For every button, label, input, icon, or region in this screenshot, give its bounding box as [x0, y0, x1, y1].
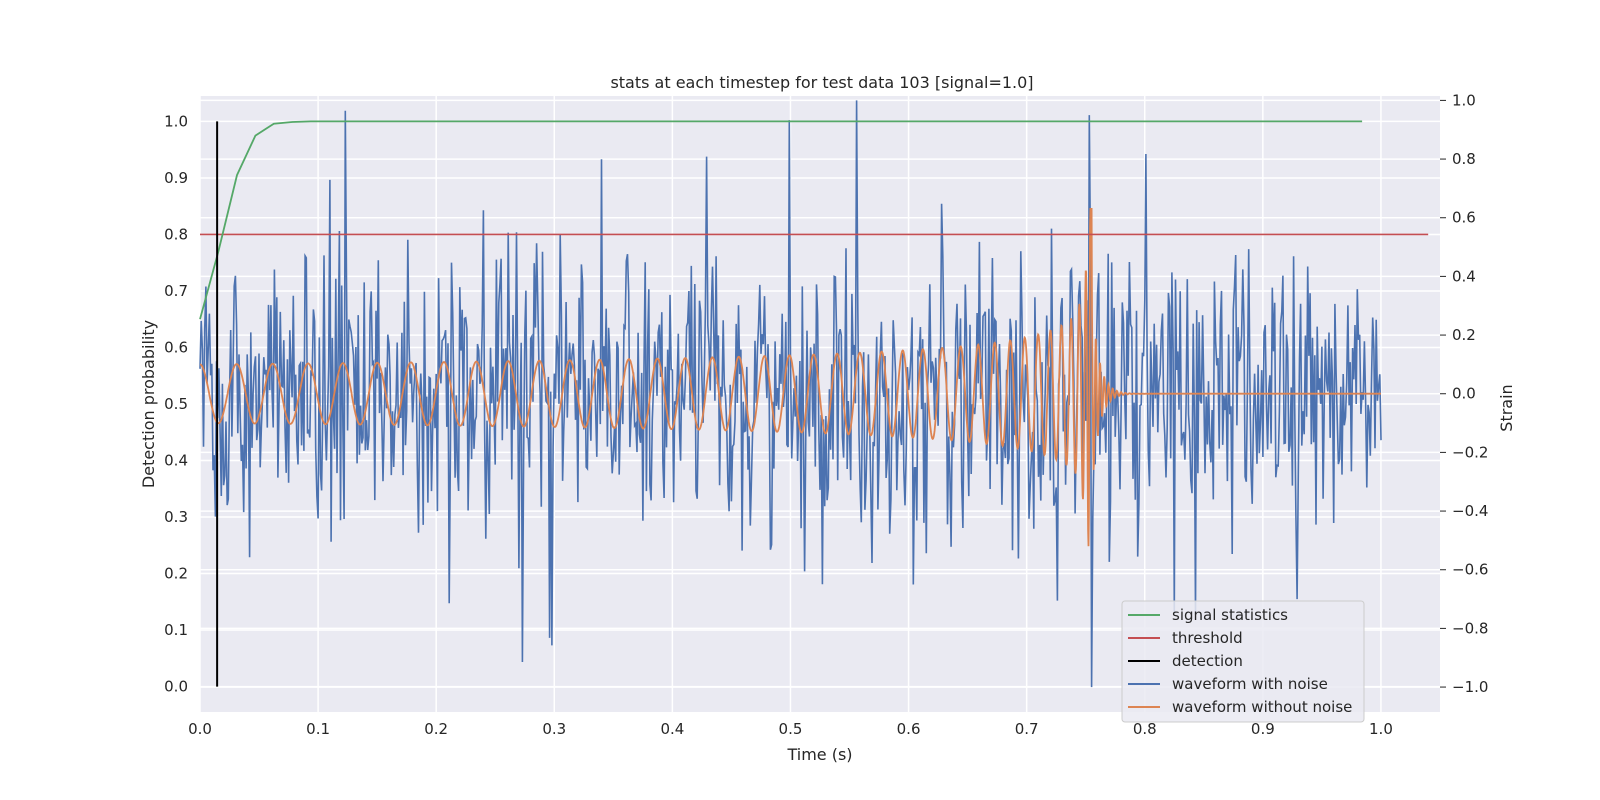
- y-tick-label: 0.2: [164, 565, 188, 583]
- y2-tick-label: 1.0: [1452, 91, 1476, 109]
- chart-title: stats at each timestep for test data 103…: [610, 73, 1033, 92]
- y2-tick-label: −0.6: [1452, 561, 1488, 579]
- y2-tick-label: 0.6: [1452, 209, 1476, 227]
- legend-box: [1121, 600, 1365, 723]
- y-ticks: 0.0 0.1 0.2 0.3 0.4 0.5 0.6 0.7 0.8 0.9 1.0: [164, 112, 188, 695]
- y-tick-label: 1.0: [164, 112, 188, 130]
- y2-tick-label: 0.0: [1452, 385, 1476, 403]
- y2-tick-label: −0.4: [1452, 502, 1488, 520]
- y-tick-label: 0.6: [164, 338, 188, 356]
- legend-label-detection: detection: [1172, 652, 1243, 670]
- x-tick-label: 0.6: [897, 720, 921, 738]
- y-tick-label: 0.4: [164, 452, 188, 470]
- x-axis-label: Time (s): [786, 745, 852, 764]
- y-axis-label: Detection probability: [139, 320, 158, 488]
- series-signal-statistics: [199, 120, 1363, 320]
- x-tick-label: 0.1: [306, 720, 330, 738]
- x-tick-label: 0.0: [188, 720, 212, 738]
- y2-tick-label: 0.8: [1452, 150, 1476, 168]
- y-tick-label: 0.1: [164, 621, 188, 639]
- x-tick-label: 1.0: [1369, 720, 1393, 738]
- y-tick-label: 0.5: [164, 395, 188, 413]
- y2-tick-label: 0.4: [1452, 267, 1476, 285]
- x-tick-label: 0.7: [1015, 720, 1039, 738]
- x-tick-label: 0.5: [779, 720, 803, 738]
- y2-ticks: −1.0 −0.8 −0.6 −0.4 −0.2 0.0 0.2 0.4 0.6 0.8 1.0: [1440, 91, 1488, 696]
- legend-label-threshold: threshold: [1172, 629, 1243, 647]
- legend: signal statistics threshold detection wa…: [1121, 600, 1365, 723]
- y2-tick-label: −0.2: [1452, 443, 1488, 461]
- x-tick-label: 0.3: [542, 720, 566, 738]
- legend-label-signal-statistics: signal statistics: [1172, 606, 1288, 624]
- y-tick-label: 0.7: [164, 282, 188, 300]
- y-tick-label: 0.8: [164, 225, 188, 243]
- x-tick-label: 0.2: [424, 720, 448, 738]
- series-waveform-with-noise: [199, 100, 1382, 688]
- series-layer: [199, 100, 1429, 688]
- x-tick-label: 0.9: [1251, 720, 1275, 738]
- y2-tick-label: −0.8: [1452, 619, 1488, 637]
- series-waveform-without-noise: [199, 208, 1381, 547]
- x-tick-label: 0.8: [1133, 720, 1157, 738]
- y-tick-label: 0.9: [164, 169, 188, 187]
- y-tick-label: 0.3: [164, 508, 188, 526]
- x-ticks: 0.0 0.1 0.2 0.3 0.4 0.5 0.6 0.7 0.8 0.9 1.0: [188, 720, 1393, 738]
- legend-label-waveform-with-noise: waveform with noise: [1172, 675, 1328, 693]
- legend-label-waveform-without-noise: waveform without noise: [1172, 698, 1352, 716]
- y2-tick-label: −1.0: [1452, 678, 1488, 696]
- y2-tick-label: 0.2: [1452, 326, 1476, 344]
- x-tick-label: 0.4: [660, 720, 684, 738]
- y2-axis-label: Strain: [1497, 384, 1516, 431]
- y-tick-label: 0.0: [164, 678, 188, 696]
